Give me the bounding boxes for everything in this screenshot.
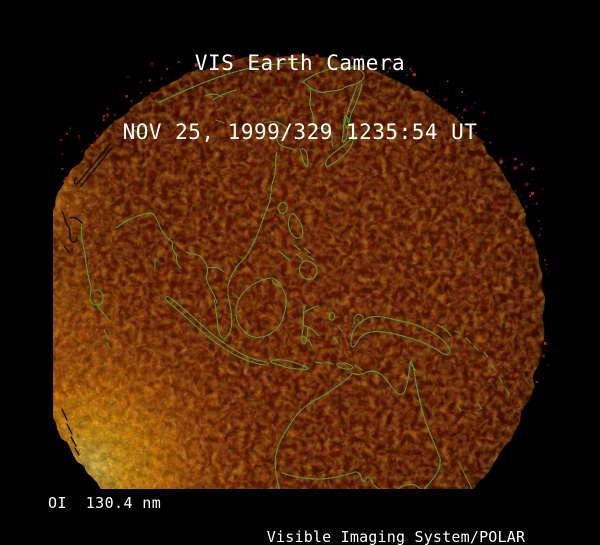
- page-title: VIS Earth Camera: [194, 51, 406, 75]
- coastline-overlay: [80, 62, 510, 489]
- wavelength-label: OI 130.4 nm: [48, 494, 162, 512]
- edge-speckle-dots: [59, 53, 548, 400]
- camera-frame: [53, 53, 548, 489]
- timestamp-label: NOV 25, 1999/329 1235:54 UT: [122, 120, 478, 144]
- coastline-overlay-dark: [61, 143, 113, 456]
- credit-line-1: Visible Imaging System/POLAR: [266, 528, 526, 545]
- header-block: VIS Earth Camera NOV 25, 1999/329 1235:5…: [0, 6, 600, 167]
- credit-block: Visible Imaging System/POLAR The Univers…: [246, 494, 546, 545]
